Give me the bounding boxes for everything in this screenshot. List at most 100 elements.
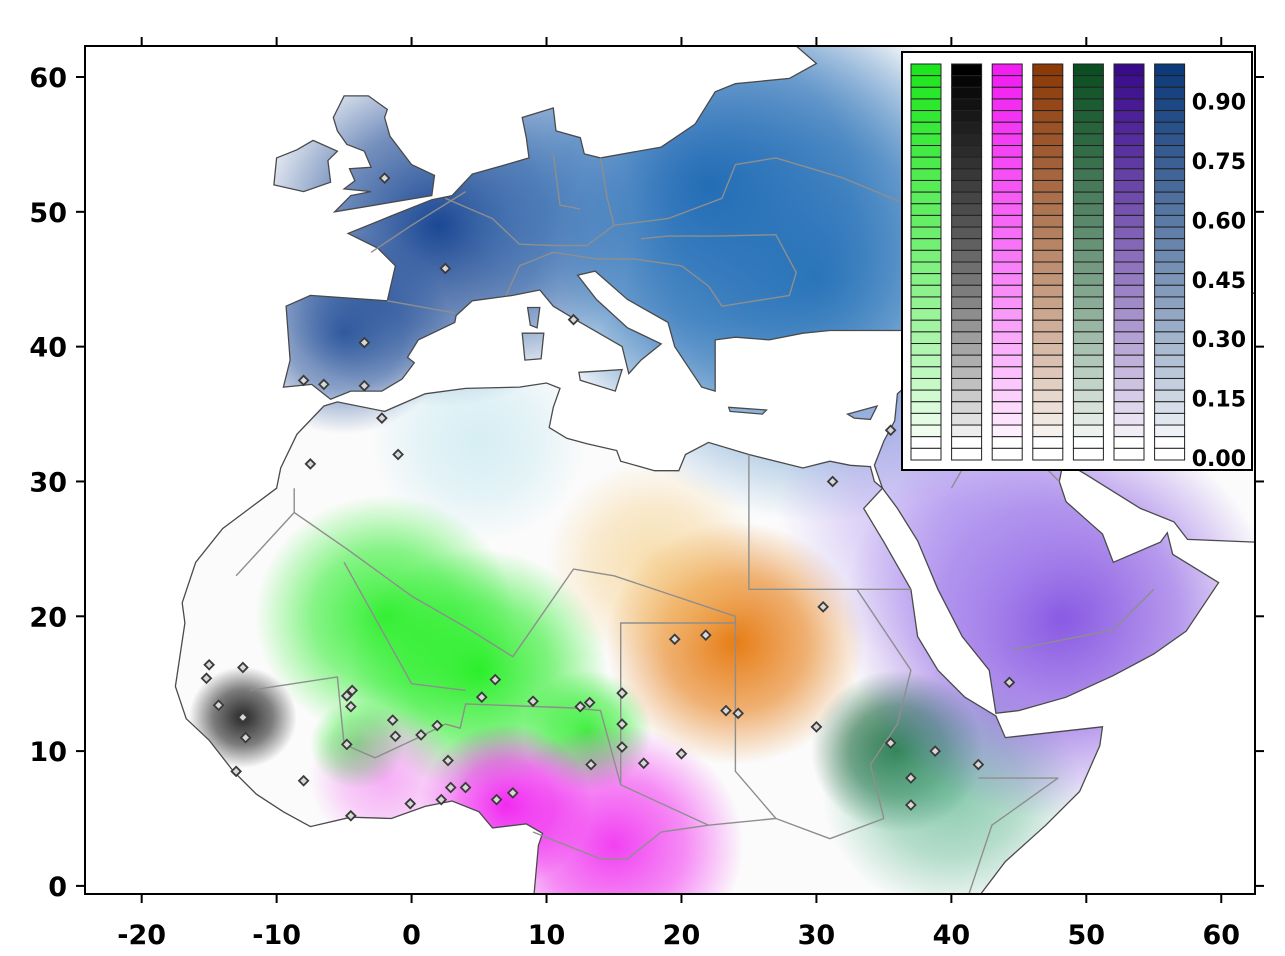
sample-site-marker: [489, 673, 502, 686]
legend-swatch: [1113, 296, 1145, 310]
sample-site-marker: [884, 424, 897, 437]
legend-swatch: [910, 121, 942, 135]
coastline: [174, 382, 1104, 894]
legend-swatch: [1072, 121, 1104, 135]
sample-site-marker: [317, 378, 330, 391]
legend-swatch: [1032, 226, 1064, 240]
legend-swatch: [1072, 401, 1104, 414]
legend-swatch: [1154, 238, 1186, 251]
legend-swatch: [991, 424, 1023, 438]
country-border: [620, 622, 736, 785]
country-border: [734, 616, 777, 819]
legend-swatch: [1072, 226, 1104, 240]
country-border: [343, 561, 466, 692]
legend-swatch: [1072, 203, 1104, 216]
sample-site-marker: [459, 781, 472, 794]
legend-swatch: [991, 273, 1023, 286]
legend-swatch: [991, 214, 1023, 228]
sample-site-marker: [616, 687, 628, 699]
legend-swatch: [1113, 75, 1145, 88]
legend-swatch: [1072, 354, 1104, 368]
legend-label: 0.60: [1192, 209, 1246, 234]
legend-swatch: [910, 401, 942, 414]
legend-label: 0.15: [1192, 388, 1246, 413]
legend-swatch: [951, 436, 983, 449]
y-tick-label: 60: [29, 63, 67, 94]
coastline: [727, 406, 768, 415]
orange-component-bar: [1032, 63, 1064, 461]
legend-swatch: [1072, 261, 1104, 275]
legend-swatch: [1154, 319, 1186, 333]
legend-swatch: [1113, 249, 1145, 263]
legend-swatch: [991, 249, 1023, 263]
x-tick-label: 60: [1202, 920, 1240, 951]
legend-swatch: [1072, 156, 1104, 170]
legend-swatch: [951, 86, 983, 100]
magenta-component-bar: [991, 63, 1023, 461]
legend-swatch: [1072, 284, 1104, 298]
legend-label: 0.30: [1192, 328, 1246, 353]
legend-swatch: [1154, 343, 1186, 356]
legend-swatch: [910, 424, 942, 438]
sample-site-marker: [616, 741, 628, 753]
country-border: [599, 157, 615, 226]
legend-swatch: [951, 424, 983, 438]
legend-swatch: [910, 110, 942, 123]
legend-swatch: [1032, 424, 1064, 438]
legend-swatch: [910, 447, 942, 461]
legend-swatch: [910, 249, 942, 263]
legend-swatch: [1154, 156, 1186, 170]
x-tick-label: 10: [528, 920, 566, 951]
legend-swatch: [991, 366, 1023, 379]
legend-swatch: [951, 98, 983, 112]
legend-swatch: [1032, 145, 1064, 158]
legend-swatch: [1113, 145, 1145, 158]
sample-site-marker: [386, 714, 399, 726]
legend-swatch: [951, 203, 983, 216]
legend-label: 0.00: [1192, 447, 1246, 472]
country-border: [445, 157, 952, 247]
legend-swatch: [951, 249, 983, 263]
sample-site-marker: [616, 718, 628, 731]
legend-swatch: [951, 179, 983, 193]
legend-swatch: [1032, 110, 1064, 123]
sample-site-marker: [297, 774, 310, 787]
legend-swatch: [991, 75, 1023, 88]
legend-swatch: [1032, 412, 1064, 426]
sample-site-marker: [583, 696, 596, 709]
legend-swatch: [1072, 75, 1104, 88]
sample-site-marker: [905, 799, 917, 811]
legend-swatch: [1032, 238, 1064, 251]
legend-swatch: [1113, 226, 1145, 240]
legend-swatch: [951, 63, 983, 77]
y-tick-label: 10: [29, 737, 67, 768]
legend-swatch: [951, 261, 983, 275]
legend-swatch: [1154, 75, 1186, 88]
legend-swatch: [1154, 179, 1186, 193]
legend-swatch: [1032, 168, 1064, 181]
legend-color-bars: [910, 63, 1186, 461]
legend-label: 0.75: [1192, 150, 1246, 175]
legend-swatch: [1032, 284, 1064, 298]
legend-swatch: [1032, 133, 1064, 147]
legend-swatch: [1032, 86, 1064, 100]
sample-site-marker: [826, 475, 839, 488]
sample-site-marker: [442, 754, 454, 767]
ancestry-color-field: [546, 461, 763, 664]
legend-swatch: [951, 156, 983, 170]
legend-swatch: [1154, 447, 1186, 461]
sample-site-marker: [527, 695, 539, 708]
legend-swatch: [951, 121, 983, 135]
legend-swatch: [1032, 319, 1064, 333]
legend-swatch: [991, 145, 1023, 158]
sample-site-marker: [444, 781, 457, 794]
legend-swatch: [951, 191, 983, 205]
legend-swatch: [1072, 86, 1104, 100]
legend-swatch: [1032, 261, 1064, 275]
purple-component-bar: [1113, 63, 1145, 461]
legend-swatch: [991, 296, 1023, 310]
legend-swatch: [991, 412, 1023, 426]
legend-swatch: [1113, 447, 1145, 461]
legend-swatch: [1113, 86, 1145, 100]
